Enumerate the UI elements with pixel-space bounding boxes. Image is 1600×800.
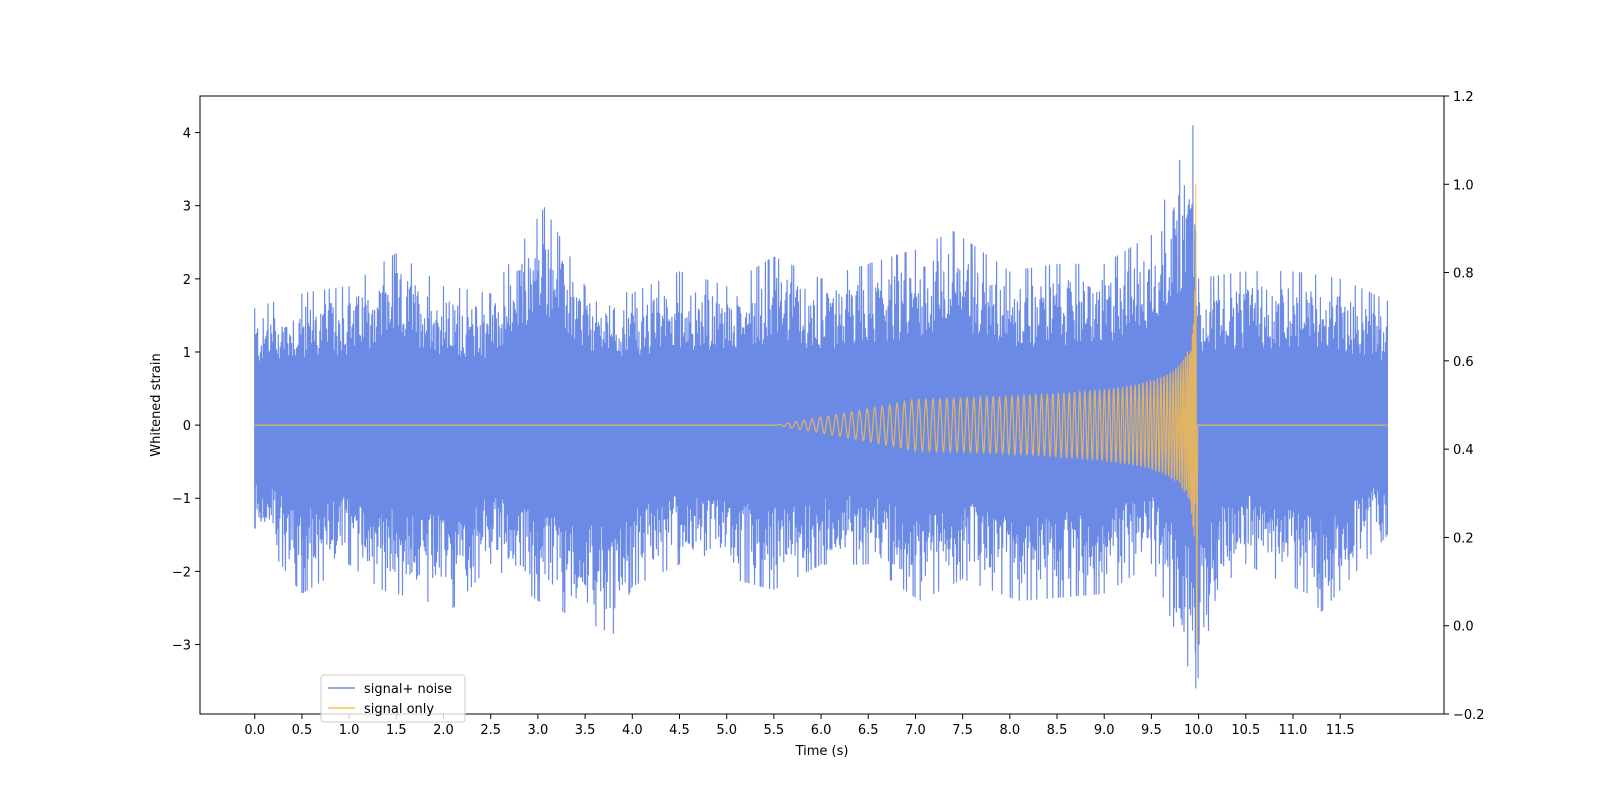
signal-plus-noise-line [254,125,1388,689]
x-tick-label: 6.0 [811,723,832,738]
x-tick-label: 3.0 [528,723,549,738]
x-tick-label: 10.0 [1184,723,1213,738]
y2-axis-ticks: −0.2 0.0 0.2 0.4 0.6 0.8 1.0 1.2 [1444,90,1485,723]
legend-box [320,674,466,723]
x-tick-label: 5.0 [716,723,737,738]
y-tick-label: 0 [183,419,191,434]
x-tick-label: 2.5 [480,723,501,738]
y2-tick-label: −0.2 [1453,708,1485,723]
x-tick-label: 4.0 [622,723,643,738]
y-tick-label: −3 [172,639,191,654]
y-axis-label: Whitened strain [149,353,164,456]
signal-plus-noise-series [254,125,1388,689]
y2-tick-label: 0.0 [1453,620,1474,635]
x-tick-label: 1.0 [339,723,360,738]
x-tick-label: 0.5 [292,723,313,738]
y2-tick-label: 0.6 [1453,355,1474,370]
x-axis-ticks: 0.0 0.5 1.0 1.5 2.0 2.5 3.0 3.5 4.0 4.5 5.0 5.5 6.0 6… [244,714,1355,738]
x-tick-label: 3.5 [575,723,596,738]
legend-label-signal-only: signal only [364,702,434,717]
legend-label-signal-plus-noise: signal+ noise [364,682,452,697]
signal-only-series [254,183,1388,645]
y2-tick-label: 0.2 [1453,531,1474,546]
x-tick-label: 7.0 [905,723,926,738]
signal-only-line [254,183,1388,645]
x-tick-label: 4.5 [669,723,690,738]
x-tick-label: 9.5 [1141,723,1162,738]
y2-tick-label: 1.0 [1453,178,1474,193]
x-tick-label: 1.5 [386,723,407,738]
x-tick-label: 6.5 [858,723,879,738]
y-tick-label: −1 [172,492,191,507]
x-tick-label: 2.0 [433,723,454,738]
y-tick-label: −2 [172,565,191,580]
x-tick-label: 7.5 [952,723,973,738]
x-tick-label: 8.5 [1047,723,1068,738]
x-tick-label: 0.0 [244,723,265,738]
y-tick-label: 3 [183,200,191,215]
x-tick-label: 10.5 [1231,723,1260,738]
y2-tick-label: 0.4 [1453,443,1474,458]
x-axis-label: Time (s) [795,744,849,759]
y2-tick-label: 0.8 [1453,267,1474,282]
x-tick-label: 9.0 [1094,723,1115,738]
x-tick-label: 11.0 [1279,723,1308,738]
plot-frame [199,95,1445,715]
y-axis-ticks: −3 −2 −1 0 1 2 3 4 [172,127,200,654]
y-tick-label: 2 [183,273,191,288]
y-tick-label: 1 [183,346,191,361]
y-tick-label: 4 [183,127,191,142]
x-tick-label: 5.5 [764,723,785,738]
x-tick-label: 8.0 [999,723,1020,738]
x-tick-label: 11.5 [1326,723,1355,738]
legend: signal+ noise signal only [320,674,466,723]
y2-tick-label: 1.2 [1453,90,1474,105]
